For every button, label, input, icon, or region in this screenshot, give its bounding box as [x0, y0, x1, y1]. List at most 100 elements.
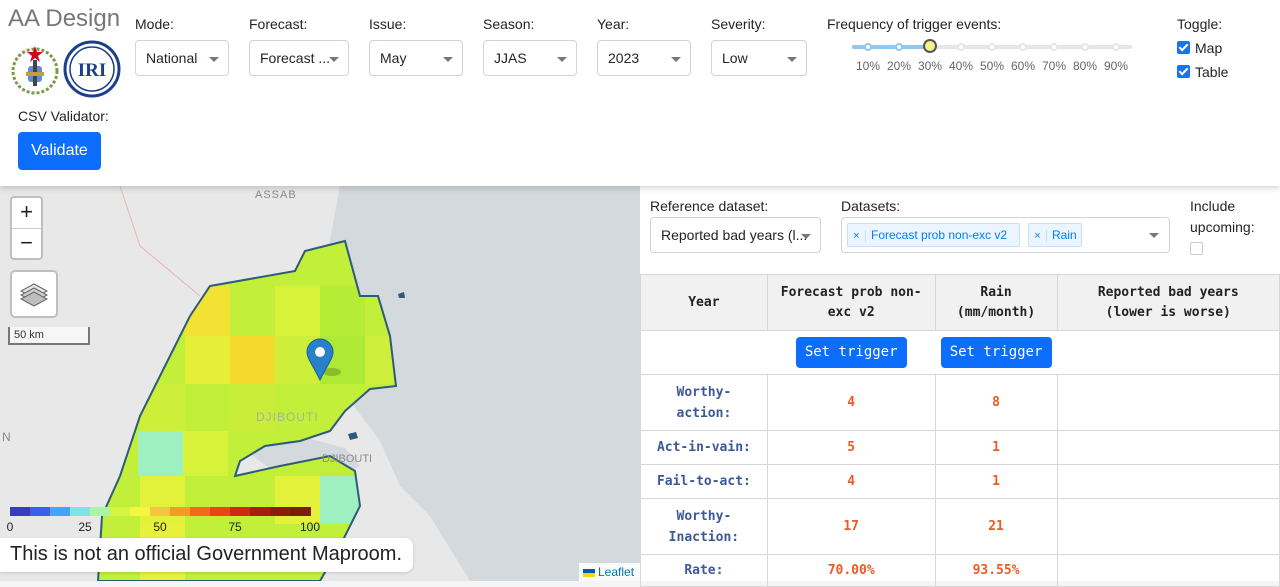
- empty-cell: [640, 330, 768, 375]
- year-select[interactable]: 2023: [597, 40, 691, 76]
- chevron-down-icon[interactable]: [1149, 233, 1159, 238]
- table-checkbox[interactable]: [1177, 65, 1190, 78]
- forecast-value: Forecast ...: [260, 50, 331, 66]
- chevron-down-icon: [801, 234, 811, 239]
- forecast-value-cell: 4: [766, 374, 936, 431]
- rain-value-cell: 1: [934, 464, 1058, 499]
- frequency-tick-label[interactable]: 10%: [855, 59, 881, 73]
- frequency-slider-step[interactable]: [957, 43, 965, 51]
- metrics-body: Worthy-action: 4 8 Act-in-vain: 5 1 Fail-to-ac…: [640, 374, 1280, 587]
- row-label: Fail-to-act:: [640, 464, 768, 499]
- reference-dataset-select[interactable]: Reported bad years (l...: [650, 217, 821, 253]
- frequency-tick-label[interactable]: 80%: [1072, 59, 1098, 73]
- frequency-slider-step[interactable]: [864, 43, 872, 51]
- colorbar-swatch: [50, 507, 71, 516]
- reference-dataset-label: Reference dataset:: [650, 198, 769, 214]
- chevron-down-icon: [557, 57, 567, 62]
- frequency-slider-step[interactable]: [895, 43, 903, 51]
- frequency-slider-step[interactable]: [1112, 43, 1120, 51]
- forecast-value-cell: 5: [766, 430, 936, 465]
- country-border: [96, 239, 398, 581]
- colorbar-tick-label: 25: [78, 520, 92, 534]
- set-trigger-rain-button[interactable]: Set trigger: [940, 337, 1052, 368]
- frequency-slider[interactable]: [852, 39, 1132, 53]
- sea-area: [325, 186, 640, 581]
- remove-tag-icon[interactable]: ×: [848, 230, 866, 242]
- remove-tag-icon[interactable]: ×: [1029, 230, 1047, 242]
- colorbar-swatch: [250, 507, 271, 516]
- set-trigger-forecast-button[interactable]: Set trigger: [795, 337, 907, 368]
- frequency-slider-step[interactable]: [1081, 43, 1089, 51]
- frequency-slider-step[interactable]: [1050, 43, 1058, 51]
- forecast-select[interactable]: Forecast ...: [249, 40, 349, 76]
- island: [398, 292, 405, 298]
- row-label-line1: Worthy-: [676, 508, 732, 524]
- header-reported: Reported bad years (lower is worse): [1056, 274, 1280, 331]
- table-header-row: Year Forecast prob non-exc v2 Rain (mm/mo…: [640, 274, 1280, 331]
- mode-label: Mode:: [135, 16, 174, 32]
- mode-select[interactable]: National: [135, 40, 229, 76]
- table-row: Fail-to-act: 4 1: [640, 464, 1280, 499]
- frequency-tick-label[interactable]: 30%: [917, 59, 943, 73]
- rain-value-cell: 93.55%: [934, 554, 1058, 587]
- row-label: Act-in-vain:: [640, 430, 768, 465]
- rain-trigger-cell: Set trigger: [935, 330, 1058, 375]
- disclaimer-text: This is not an official Government Mapro…: [0, 538, 413, 572]
- frequency-tick-label[interactable]: 90%: [1103, 59, 1129, 73]
- header-forecast-line2: exc v2: [827, 304, 875, 320]
- frequency-label: Frequency of trigger events:: [827, 16, 1002, 32]
- validate-button[interactable]: Validate: [18, 132, 101, 170]
- frequency-tick-label[interactable]: 20%: [886, 59, 912, 73]
- forecast-label: Forecast:: [249, 16, 308, 32]
- layers-icon: [19, 283, 49, 307]
- dataset-tag-forecast: × Forecast prob non-exc v2: [847, 223, 1020, 247]
- issue-value: May: [380, 50, 407, 66]
- colorbar-swatch: [130, 507, 151, 516]
- zoom-control: + −: [10, 196, 43, 260]
- header-reported-line2: (lower is worse): [1105, 304, 1231, 320]
- forecast-value-cell: 17: [766, 498, 936, 555]
- zoom-in-button[interactable]: +: [20, 199, 33, 224]
- colorbar-swatch: [170, 507, 191, 516]
- place-label-edge: N: [2, 430, 11, 444]
- season-value: JJAS: [494, 50, 527, 66]
- year-value: 2023: [608, 50, 640, 66]
- colorbar-swatch: [70, 507, 91, 516]
- rain-value-cell: 8: [934, 374, 1058, 431]
- chevron-down-icon: [671, 57, 681, 62]
- frequency-tick-label[interactable]: 70%: [1041, 59, 1067, 73]
- datasets-multiselect[interactable]: × Forecast prob non-exc v2 × Rain: [841, 217, 1170, 253]
- colorbar-swatch: [90, 507, 111, 516]
- frequency-tick-label[interactable]: 60%: [1010, 59, 1036, 73]
- header-rain-line1: Rain: [980, 284, 1012, 300]
- frequency-tick-label[interactable]: 40%: [948, 59, 974, 73]
- table-row: Worthy-action: 4 8: [640, 374, 1280, 431]
- ukraine-flag-icon: [583, 568, 595, 577]
- row-label-line1: Act-in-vain:: [656, 440, 751, 455]
- map-canvas[interactable]: ASSAB DJIBOUTI DJIBOUTI N: [0, 186, 640, 581]
- toggle-label: Toggle:: [1177, 16, 1223, 32]
- reported-value-cell: [1056, 430, 1280, 465]
- frequency-slider-step[interactable]: [1019, 43, 1027, 51]
- map-marker-icon[interactable]: [306, 338, 341, 382]
- chevron-down-icon: [443, 57, 453, 62]
- frequency-slider-step[interactable]: [988, 43, 996, 51]
- rain-value-cell: 21: [934, 498, 1058, 555]
- severity-select[interactable]: Low: [711, 40, 807, 76]
- reported-value-cell: [1056, 554, 1280, 587]
- table-checkbox-label[interactable]: Table: [1195, 64, 1229, 80]
- layers-button[interactable]: [10, 270, 58, 318]
- season-select[interactable]: JJAS: [483, 40, 577, 76]
- chevron-down-icon: [209, 57, 219, 62]
- frequency-tick-label[interactable]: 50%: [979, 59, 1005, 73]
- include-upcoming-checkbox[interactable]: [1190, 242, 1203, 255]
- header-rain-line2: (mm/month): [956, 304, 1036, 320]
- map-checkbox[interactable]: [1177, 41, 1190, 54]
- issue-select[interactable]: May: [369, 40, 463, 76]
- frequency-slider-handle[interactable]: [923, 39, 937, 53]
- zoom-out-button[interactable]: −: [12, 228, 41, 258]
- map-checkbox-label[interactable]: Map: [1195, 40, 1223, 56]
- island: [348, 432, 358, 440]
- map-attribution[interactable]: Leaflet: [579, 563, 640, 581]
- attribution-link[interactable]: Leaflet: [598, 565, 635, 579]
